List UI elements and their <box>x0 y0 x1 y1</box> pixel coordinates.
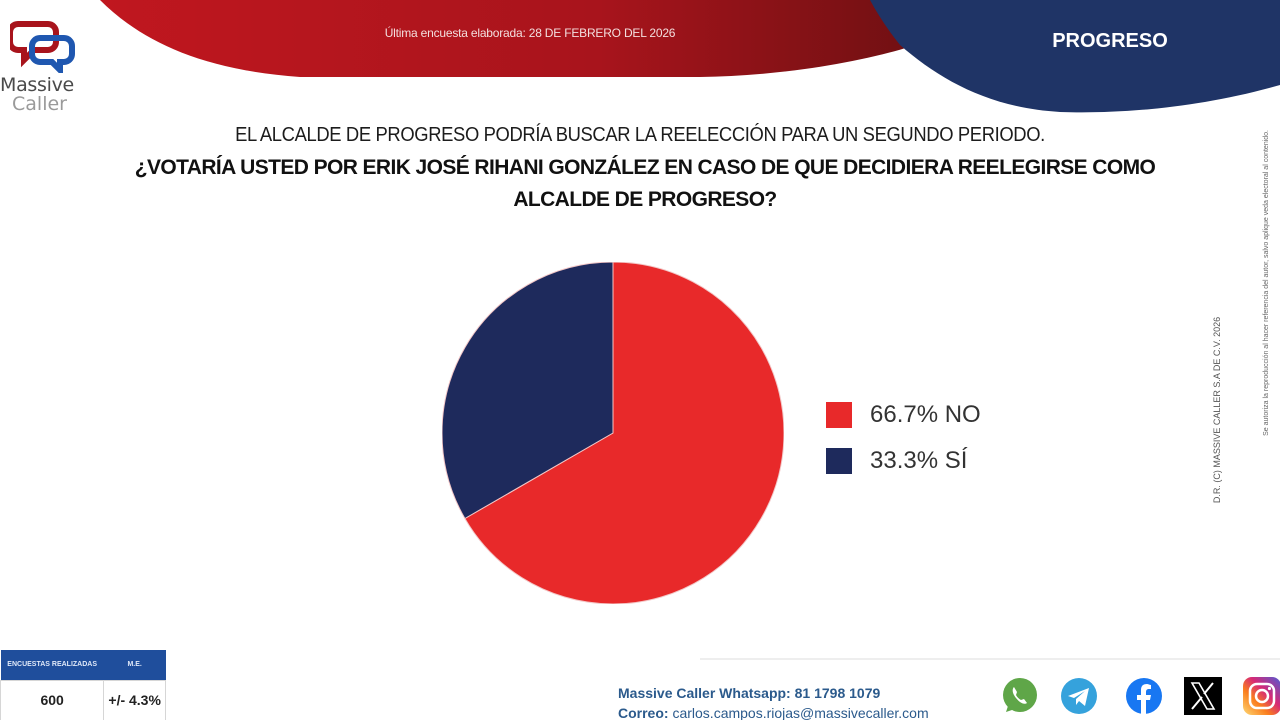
whatsapp-icon[interactable] <box>1000 676 1040 716</box>
facebook-icon[interactable] <box>1124 676 1164 716</box>
legend-label: 66.7% NO <box>870 401 981 428</box>
contact-email: Correo: carlos.campos.riojas@massivecall… <box>618 703 929 720</box>
logo-text-massive: Massive <box>0 74 74 96</box>
header-banner <box>100 0 1280 113</box>
question-title: ¿VOTARÍA USTED POR ERIK JOSÉ RIHANI GONZ… <box>134 156 1156 211</box>
header-encuestas: ENCUESTAS REALIZADAS <box>0 650 104 680</box>
logo-text-caller: Caller <box>12 93 67 115</box>
x-icon[interactable] <box>1183 676 1223 716</box>
survey-date: Última encuesta elaborada: 28 DE FEBRERO… <box>384 26 676 40</box>
legend-swatch-no <box>826 402 852 428</box>
survey-stats-table: ENCUESTAS REALIZADAS M.E. 600 +/- 4.3% <box>0 650 166 720</box>
contact-info: Massive Caller Whatsapp: 81 1798 1079 Co… <box>618 683 929 720</box>
email-label: Correo: <box>618 705 669 720</box>
region-title: PROGRESO <box>1052 30 1168 52</box>
copyright-note: D.R. (C) MASSIVE CALLER S.A DE C.V. 2026 <box>1212 260 1232 560</box>
contact-whatsapp: Massive Caller Whatsapp: 81 1798 1079 <box>618 683 929 703</box>
legend-item-no: 66.7% NO <box>826 392 981 438</box>
pie-slice-no <box>464 262 784 604</box>
question-intro: EL ALCALDE DE PROGRESO PODRÍA BUSCAR LA … <box>235 124 1045 146</box>
massive-caller-logo: Massive Caller <box>0 10 90 115</box>
pie-chart <box>442 262 784 604</box>
disclaimer-text: Se autoriza la reproducción al hacer ref… <box>1263 130 1270 436</box>
copyright-text: D.R. (C) MASSIVE CALLER S.A DE C.V. 2026 <box>1212 316 1222 504</box>
chart-legend: 66.7% NO 33.3% SÍ <box>826 392 981 484</box>
legend-label: 33.3% SÍ <box>870 447 968 474</box>
encuestas-value: 600 <box>0 679 105 720</box>
legend-item-si: 33.3% SÍ <box>826 438 981 484</box>
whatsapp-label: Massive Caller Whatsapp: <box>618 685 791 701</box>
header-margin-error: M.E. <box>103 650 166 680</box>
margin-error-value: +/- 4.3% <box>103 679 166 720</box>
telegram-icon[interactable] <box>1059 676 1099 716</box>
instagram-icon[interactable] <box>1242 676 1280 716</box>
disclaimer-note: Se autoriza la reproducción al hacer ref… <box>1262 130 1280 670</box>
pie-slice-si <box>442 262 614 520</box>
footer-divider <box>700 658 1280 660</box>
chat-bubbles-logo-icon <box>10 21 75 73</box>
email-address[interactable]: carlos.campos.riojas@massivecaller.com <box>672 705 929 720</box>
whatsapp-number[interactable]: 81 1798 1079 <box>794 685 881 701</box>
legend-swatch-si <box>826 448 852 474</box>
